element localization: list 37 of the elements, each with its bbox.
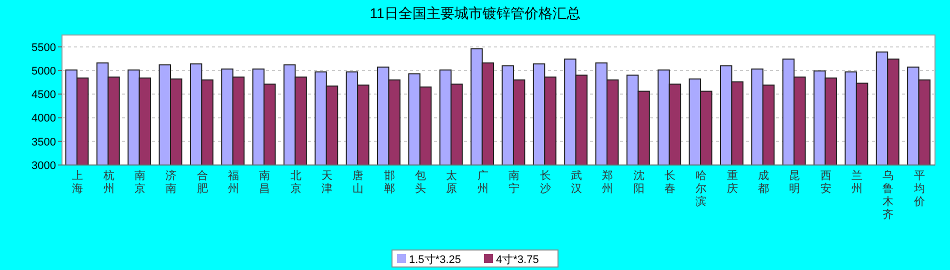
x-tick-label: 太原 bbox=[446, 169, 458, 195]
legend-label: 1.5寸*3.25 bbox=[409, 253, 461, 266]
x-tick-label: 福州 bbox=[228, 169, 239, 195]
x-tick-label: 邯郸 bbox=[384, 170, 395, 195]
x-tick-label: 沈阳 bbox=[633, 169, 644, 195]
x-tick-label: 长春 bbox=[664, 169, 676, 195]
y-tick-label: 4000 bbox=[32, 112, 56, 125]
x-tick-label: 西安 bbox=[820, 170, 832, 195]
x-tick-label: 乌鲁木齐 bbox=[882, 170, 894, 221]
x-tick-label: 唐山 bbox=[352, 169, 364, 195]
x-tick-label: 武汉 bbox=[570, 169, 582, 195]
x-tick-label: 上海 bbox=[72, 169, 84, 195]
y-tick-label: 3000 bbox=[32, 160, 56, 172]
y-tick-label: 3500 bbox=[32, 136, 56, 148]
x-tick-label: 南昌 bbox=[259, 169, 270, 195]
x-tick-label: 郑州 bbox=[602, 170, 614, 195]
x-tick-label: 杭州 bbox=[102, 169, 114, 195]
x-tick-label: 南京 bbox=[134, 169, 146, 195]
x-tick-label: 重庆 bbox=[726, 169, 738, 195]
chart-title: 11日全国主要城市镀锌管价格汇总 bbox=[370, 5, 580, 21]
y-tick-label: 5500 bbox=[32, 42, 56, 54]
x-tick-label: 广州 bbox=[477, 169, 488, 195]
x-tick-label: 成都 bbox=[758, 169, 770, 195]
legend-label: 4寸*3.75 bbox=[496, 253, 539, 266]
x-tick-label: 长沙 bbox=[540, 169, 551, 195]
y-tick-label: 5000 bbox=[32, 65, 56, 78]
x-tick-label: 兰州 bbox=[852, 169, 863, 195]
x-tick-label: 平均价 bbox=[912, 170, 925, 208]
x-tick-label: 哈尔滨 bbox=[696, 170, 707, 208]
x-tick-label: 济南 bbox=[166, 169, 177, 195]
x-tick-label: 天津 bbox=[322, 170, 333, 195]
x-tick-label: 北京 bbox=[290, 169, 302, 195]
x-tick-label: 包头 bbox=[415, 170, 426, 195]
y-tick-label: 4500 bbox=[32, 89, 56, 102]
x-tick-label: 昆明 bbox=[789, 170, 800, 195]
x-tick-label: 合肥 bbox=[196, 169, 208, 195]
x-tick-label: 南宁 bbox=[508, 169, 520, 195]
